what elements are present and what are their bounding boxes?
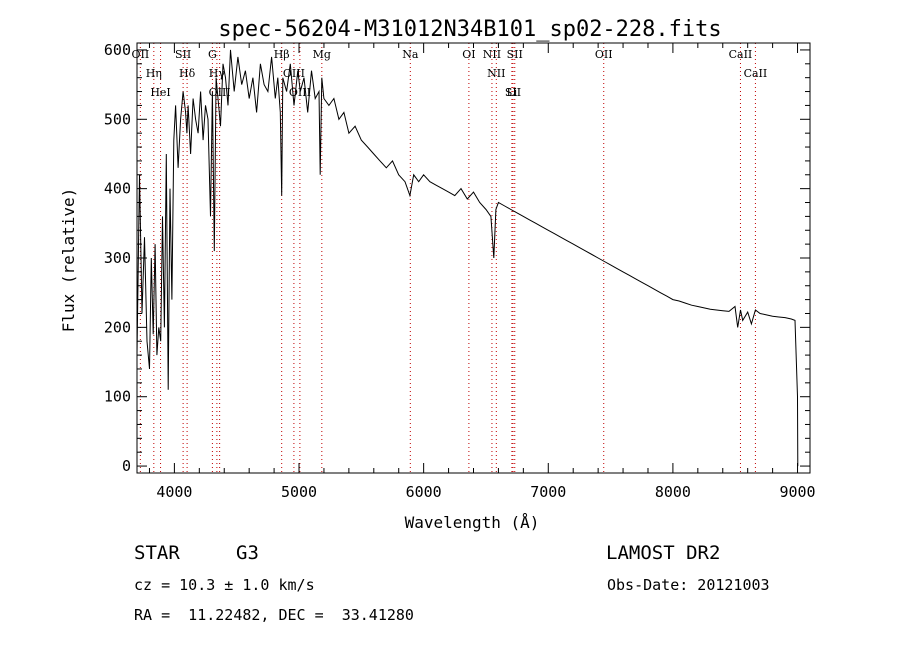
y-tick-label: 0	[122, 457, 131, 475]
reference-line-label: G	[208, 48, 217, 61]
spectral-subclass: G3	[236, 542, 259, 564]
reference-line-label: Li	[506, 86, 517, 99]
reference-line-label: OII	[132, 48, 150, 61]
x-tick-label: 6000	[406, 483, 442, 501]
reference-line-label: OII	[595, 48, 613, 61]
x-tick-label: 9000	[779, 483, 815, 501]
reference-line-label: CaII	[744, 67, 768, 80]
reference-line-label: OIII	[209, 86, 231, 99]
reference-line-label: Mg	[313, 48, 331, 61]
x-tick-label: 7000	[530, 483, 566, 501]
y-tick-label: 400	[104, 180, 131, 198]
y-tick-label: 500	[104, 110, 131, 128]
y-tick-label: 200	[104, 318, 131, 336]
reference-line-label: Hγ	[209, 67, 226, 80]
reference-line-label: NII	[487, 67, 505, 80]
reference-line-label: Hδ	[179, 67, 196, 80]
y-tick-label: 600	[104, 41, 131, 59]
y-tick-label: 100	[104, 388, 131, 406]
reference-lines	[139, 43, 756, 473]
reference-line-label: Na	[402, 48, 419, 61]
reference-line-label: Hη	[146, 67, 162, 80]
x-tick-label: 5000	[281, 483, 317, 501]
reference-line-label: CaII	[729, 48, 753, 61]
object-class: STAR	[134, 542, 180, 564]
x-tick-label: 4000	[156, 483, 192, 501]
y-tick-label: 300	[104, 249, 131, 267]
coordinates-readout: RA = 11.22482, DEC = 33.41280	[134, 606, 414, 624]
y-axis-label: Flux (relative)	[59, 188, 78, 333]
reference-line-label: NII	[483, 48, 501, 61]
redshift-readout: cz = 10.3 ± 1.0 km/s	[134, 576, 315, 594]
chart-title: spec-56204-M31012N34B101_sp02-228.fits	[218, 17, 721, 42]
y-axis-ticks: 0 100 200 300 400 500 600	[104, 41, 810, 475]
x-axis-ticks: 4000 5000 6000 7000 8000 9000	[148, 43, 816, 501]
reference-line-label: SII	[175, 48, 191, 61]
spectrum-line	[136, 49, 799, 467]
x-tick-label: 8000	[655, 483, 691, 501]
reference-line-label: Hβ	[274, 48, 290, 61]
reference-line-label: SII	[507, 48, 523, 61]
observation-date: Obs-Date: 20121003	[607, 576, 770, 594]
survey-name: LAMOST DR2	[606, 542, 721, 564]
plot-frame	[136, 42, 811, 474]
reference-line-label: OIII	[283, 67, 305, 80]
x-axis-label: Wavelength (Å)	[405, 513, 540, 532]
reference-line-label: SII	[505, 86, 521, 99]
reference-line-label: OI	[462, 48, 475, 61]
reference-line-label: HeI	[150, 86, 170, 99]
